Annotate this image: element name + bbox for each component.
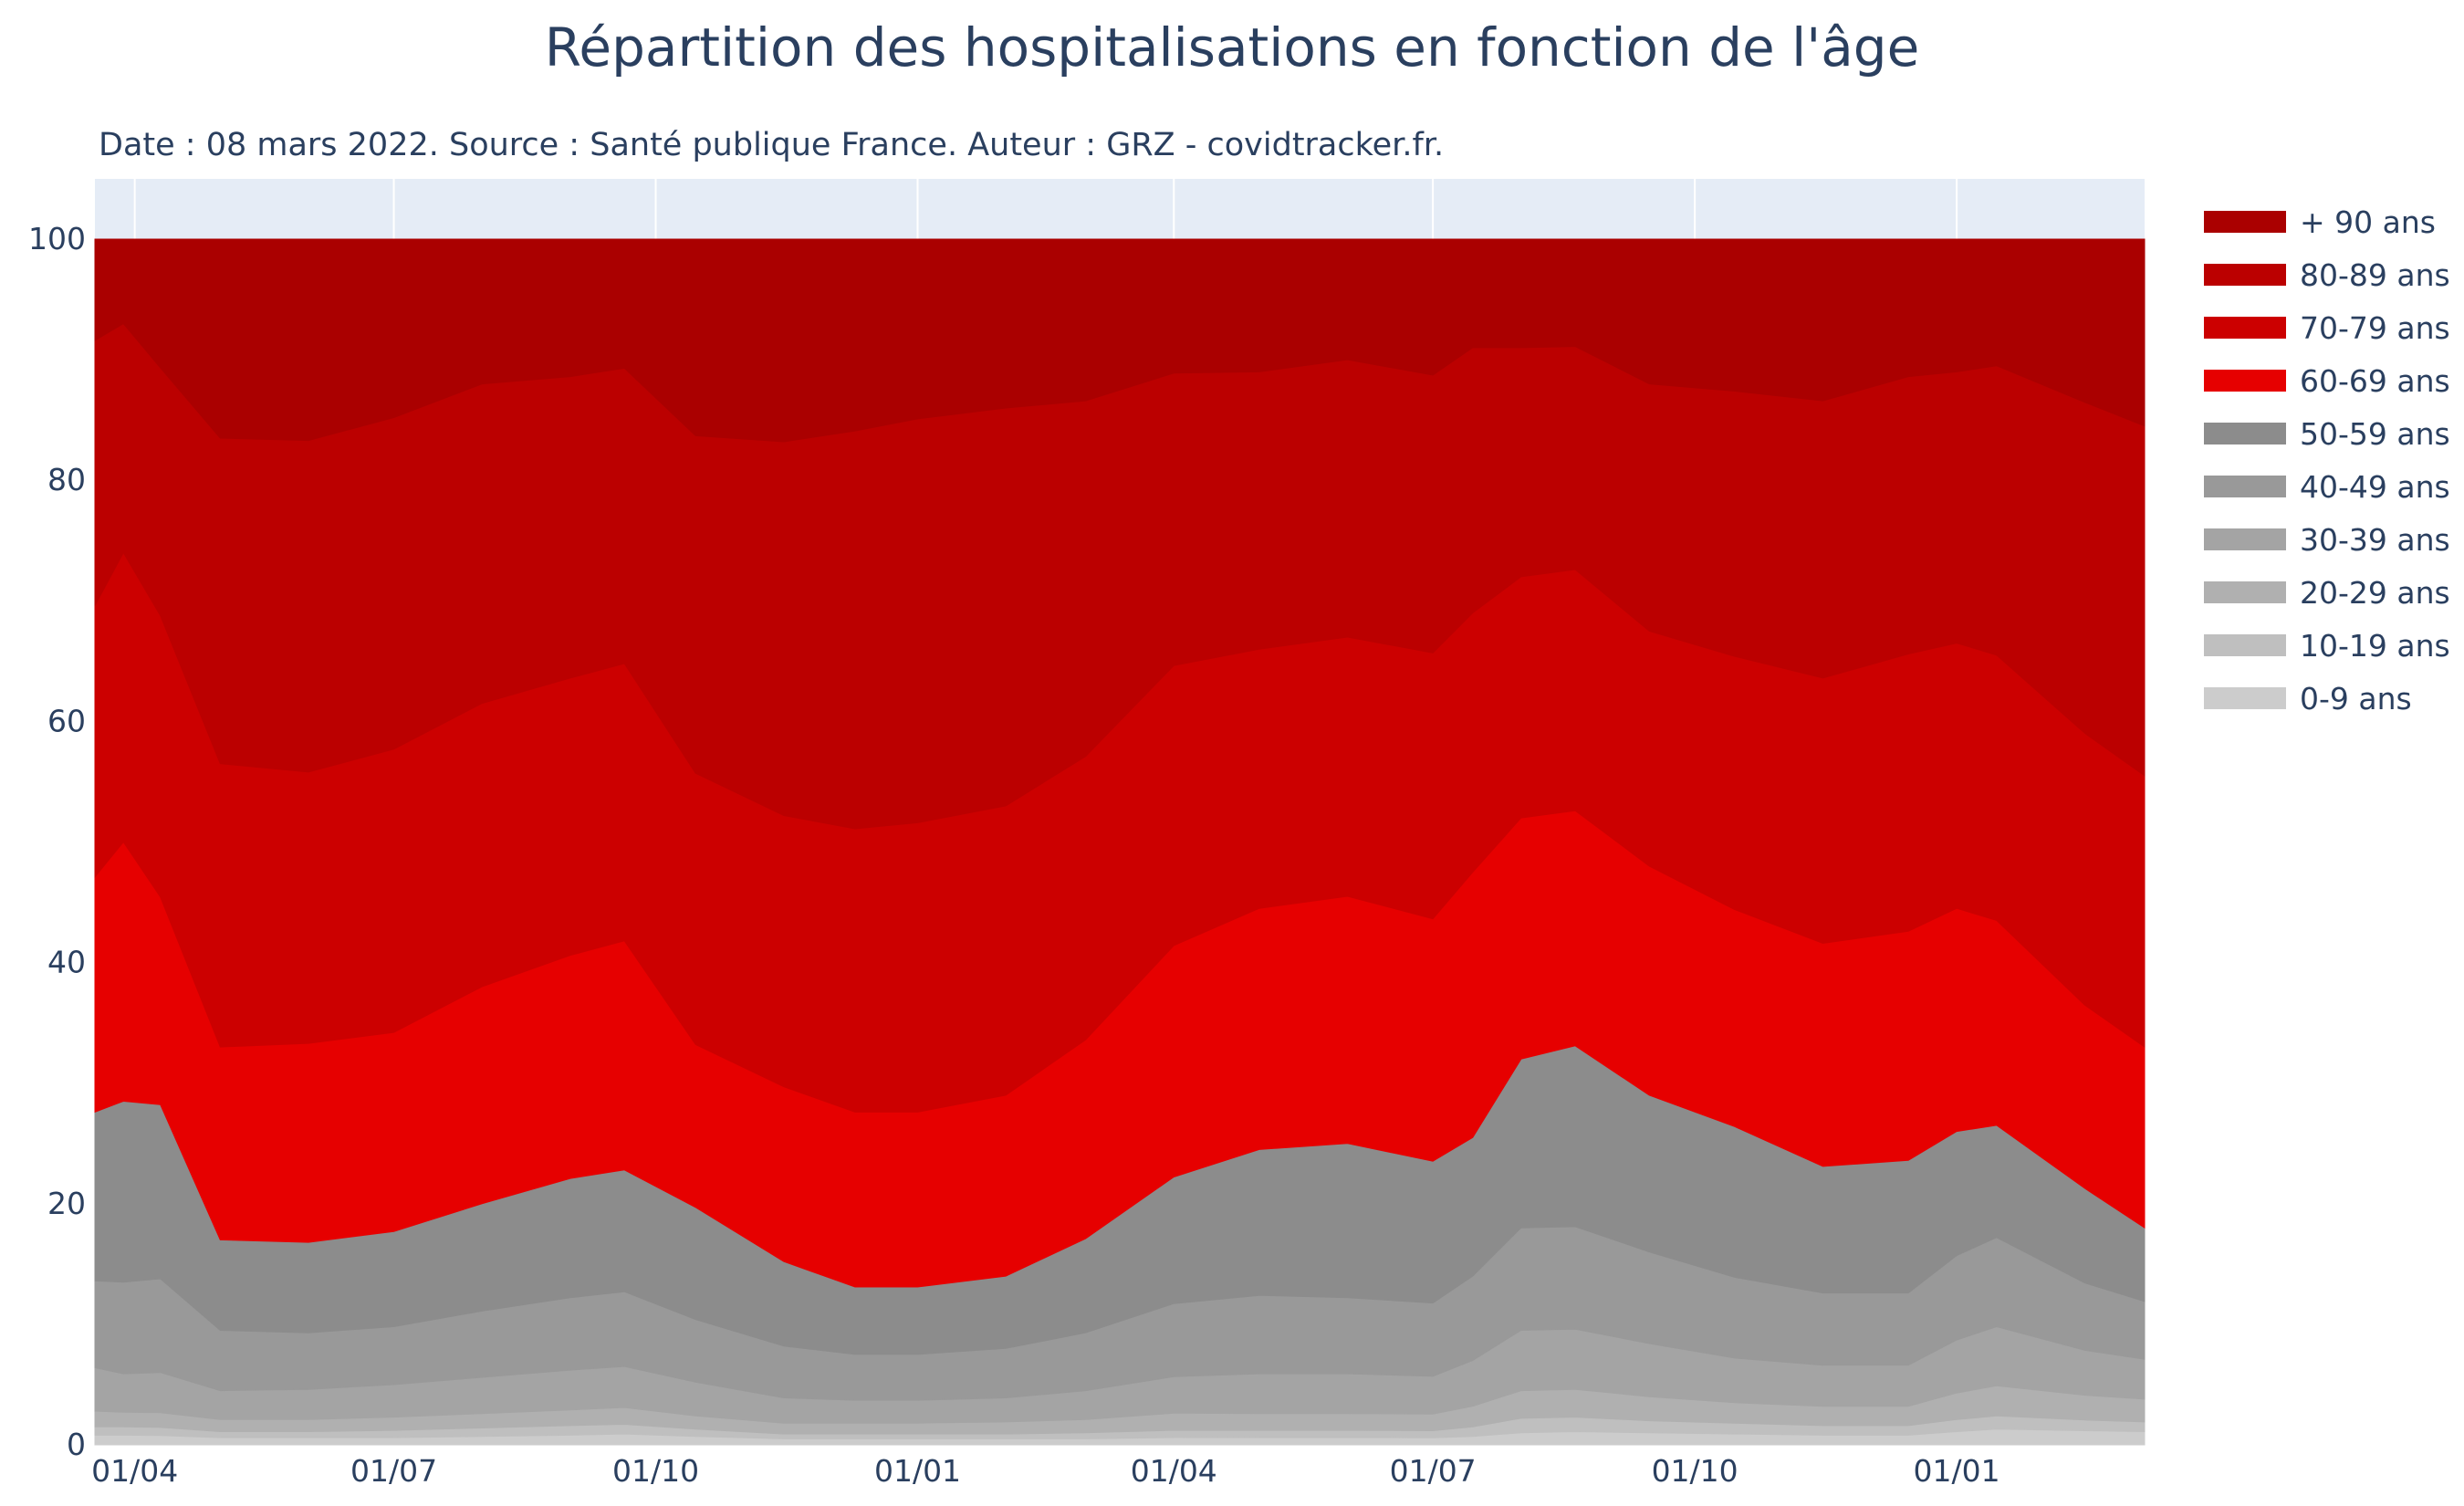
x-tick-label: 01/04: [91, 1453, 178, 1489]
x-tick-label: 01/01: [1914, 1453, 2000, 1489]
legend-label: 10-19 ans: [2300, 628, 2450, 664]
legend-item: 0-9 ans: [2204, 681, 2412, 716]
legend-item: 30-39 ans: [2204, 522, 2450, 558]
x-tick-label: 01/04: [1131, 1453, 1217, 1489]
area-series-90-ans: [94, 238, 2146, 443]
plot-area: 0 20 40 60 80 100 01/04 01/07 01/10 01/01 01/04 01/…: [28, 179, 2146, 1489]
legend-swatch: [2204, 370, 2286, 392]
x-tick-label: 01/10: [612, 1453, 699, 1489]
legend-label: 0-9 ans: [2300, 681, 2412, 716]
legend-swatch: [2204, 528, 2286, 550]
legend-label: 70-79 ans: [2300, 310, 2450, 346]
legend-item: + 90 ans: [2204, 204, 2436, 240]
area-series-group: [94, 238, 2146, 1446]
legend-label: 60-69 ans: [2300, 363, 2450, 399]
legend-item: 70-79 ans: [2204, 310, 2450, 346]
legend-item: 20-29 ans: [2204, 575, 2450, 611]
legend-label: 80-89 ans: [2300, 257, 2450, 293]
x-tick-label: 01/01: [874, 1453, 961, 1489]
legend-swatch: [2204, 423, 2286, 444]
legend-swatch: [2204, 317, 2286, 339]
y-tick-label: 0: [67, 1427, 86, 1462]
legend-swatch: [2204, 581, 2286, 603]
legend-swatch: [2204, 687, 2286, 709]
legend-item: 50-59 ans: [2204, 416, 2450, 452]
y-tick-label: 60: [47, 703, 86, 738]
legend-swatch: [2204, 211, 2286, 233]
legend-label: 30-39 ans: [2300, 522, 2450, 558]
y-tick-label: 80: [47, 462, 86, 497]
legend-label: + 90 ans: [2300, 204, 2436, 240]
x-tick-label: 01/07: [350, 1453, 437, 1489]
legend-item: 80-89 ans: [2204, 257, 2450, 293]
legend-item: 60-69 ans: [2204, 363, 2450, 399]
y-tick-label: 100: [28, 221, 86, 256]
legend-label: 40-49 ans: [2300, 469, 2450, 505]
x-tick-label: 01/10: [1652, 1453, 1738, 1489]
chart-title: Répartition des hospitalisations en fonc…: [545, 16, 1920, 78]
legend-label: 50-59 ans: [2300, 416, 2450, 452]
y-tick-label: 40: [47, 945, 86, 980]
legend-label: 20-29 ans: [2300, 575, 2450, 611]
legend-swatch: [2204, 264, 2286, 286]
y-tick-label: 20: [47, 1186, 86, 1221]
legend-item: 10-19 ans: [2204, 628, 2450, 664]
legend-swatch: [2204, 476, 2286, 497]
chart-subtitle: Date : 08 mars 2022. Source : Santé publ…: [99, 127, 1444, 163]
legend-item: 40-49 ans: [2204, 469, 2450, 505]
x-tick-label: 01/07: [1390, 1453, 1477, 1489]
legend-swatch: [2204, 634, 2286, 656]
legend: + 90 ans 80-89 ans 70-79 ans 60-69 ans 50-59…: [2204, 204, 2450, 716]
